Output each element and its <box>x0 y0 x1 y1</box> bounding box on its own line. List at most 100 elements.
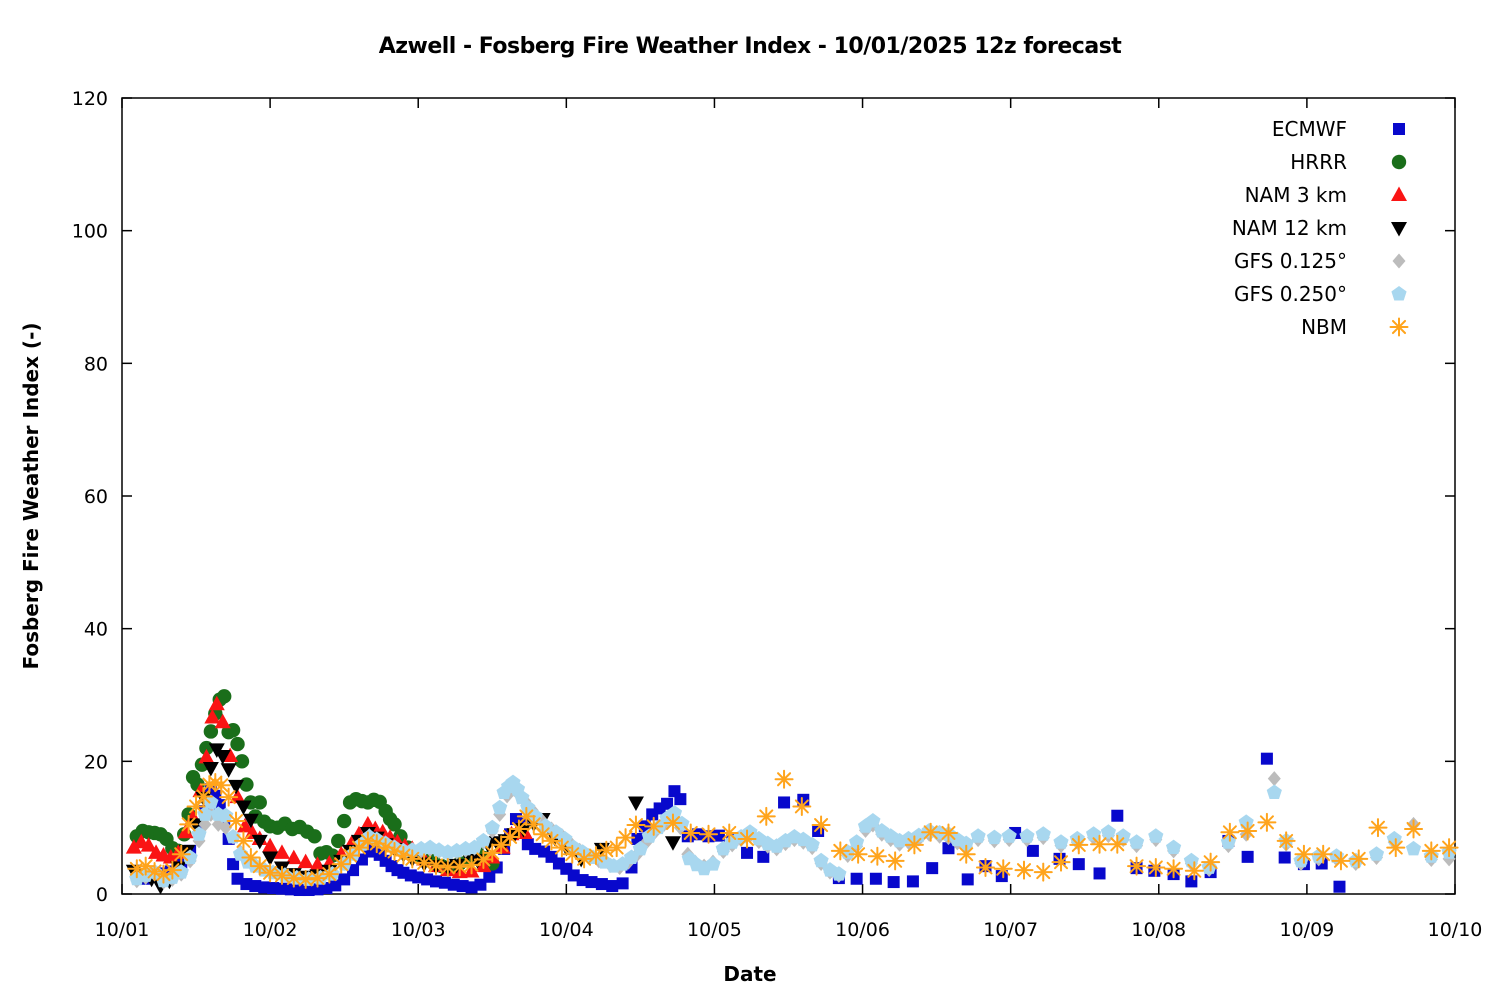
data-point-nbm <box>681 823 701 843</box>
data-point-nbm <box>663 813 683 833</box>
data-point-nbm <box>1238 821 1258 841</box>
x-tick-label: 10/05 <box>687 919 742 941</box>
data-point-hrrr <box>216 689 232 704</box>
data-point-nbm <box>1349 849 1369 869</box>
data-point-gfs-0-250 <box>197 806 213 821</box>
data-point-nbm <box>1439 838 1459 858</box>
legend-marker-nam-12-km-icon <box>1391 222 1407 237</box>
data-point-nbm <box>811 815 831 835</box>
data-point-gfs-0-250 <box>1129 834 1145 849</box>
legend-marker-nam-3-km-icon <box>1391 186 1407 201</box>
data-point-nam-3-km <box>285 849 302 865</box>
data-point-nbm <box>171 844 191 864</box>
data-point-gfs-0-250 <box>484 819 500 835</box>
x-tick-label: 10/02 <box>243 919 298 941</box>
data-point-ecmwf <box>1093 867 1106 880</box>
data-point-nbm <box>921 822 941 842</box>
data-point-gfs-0-250 <box>1266 784 1282 799</box>
data-point-gfs-0-250 <box>986 829 1002 845</box>
data-point-nbm <box>509 819 529 839</box>
data-point-nam-3-km <box>140 837 157 852</box>
data-point-nam-3-km <box>198 748 215 764</box>
data-point-nbm <box>331 854 351 874</box>
data-point-gfs-0-250 <box>849 834 865 849</box>
data-point-nbm <box>349 838 369 858</box>
data-point-ecmwf <box>926 862 939 875</box>
data-point-nbm <box>1090 834 1110 854</box>
data-point-hrrr <box>230 736 245 752</box>
x-tick-label: 10/10 <box>1428 919 1483 941</box>
data-point-gfs-0-250 <box>225 829 241 844</box>
y-tick-label: 80 <box>84 353 108 375</box>
data-point-ecmwf <box>661 797 674 810</box>
data-point-nbm <box>1014 860 1034 880</box>
data-point-nbm <box>473 850 493 870</box>
data-point-gfs-0-250 <box>1019 828 1035 843</box>
data-point-nbm <box>1184 861 1204 881</box>
data-point-nbm <box>904 835 924 855</box>
data-point-nbm <box>542 831 562 851</box>
data-point-nbm <box>1368 818 1388 838</box>
data-point-nbm <box>284 868 304 888</box>
data-point-nbm <box>774 769 794 789</box>
data-point-ecmwf <box>850 872 863 885</box>
data-point-ecmwf <box>674 793 687 806</box>
data-point-ecmwf <box>1185 875 1198 888</box>
data-point-nbm <box>1051 852 1071 872</box>
data-point-ecmwf <box>1111 809 1124 822</box>
legend-item-gfs-0-125: GFS 0.125° <box>1234 249 1406 273</box>
data-point-nbm <box>308 868 328 888</box>
data-point-nbm <box>450 857 470 877</box>
data-point-ecmwf <box>961 873 974 886</box>
legend-marker-gfs-0-125-icon <box>1392 253 1406 269</box>
legend-marker-hrrr-icon <box>1391 154 1407 170</box>
data-point-ecmwf <box>1278 851 1291 864</box>
data-point-ecmwf <box>906 875 919 888</box>
data-point-gfs-0-250 <box>514 789 530 805</box>
data-point-nam-3-km <box>208 695 225 711</box>
data-point-nbm <box>241 848 261 868</box>
x-axis-label: Date <box>723 962 777 986</box>
data-point-nbm <box>1421 841 1441 861</box>
data-point-hrrr <box>331 833 346 849</box>
data-point-nbm <box>1331 851 1351 871</box>
data-point-nam-12-km <box>235 800 252 815</box>
y-tick-label: 60 <box>84 486 108 508</box>
data-point-nam-12-km <box>202 761 219 777</box>
data-point-gfs-0-250 <box>1001 828 1017 843</box>
chart-title: Azwell - Fosberg Fire Weather Index - 10… <box>378 34 1122 59</box>
legend: ECMWF HRRR NAM 3 km NAM 12 km GFS 0.125° GFS … <box>1232 117 1409 339</box>
data-point-hrrr <box>336 813 352 829</box>
data-point-nbm <box>867 846 887 866</box>
x-tick-label: 10/01 <box>95 919 150 941</box>
legend-item-hrrr: HRRR <box>1290 150 1407 174</box>
legend-label: ECMWF <box>1272 117 1347 141</box>
legend-item-nbm: NBM <box>1301 315 1409 339</box>
legend-marker-ecmwf-icon <box>1393 123 1405 135</box>
data-point-nbm <box>1069 835 1089 855</box>
data-point-ecmwf <box>249 880 262 893</box>
data-point-gfs-0-250 <box>1035 826 1051 841</box>
data-point-nbm <box>1257 812 1277 832</box>
data-point-nam-3-km <box>214 713 231 729</box>
y-axis: 0 20 40 60 80 100 120 <box>72 88 1455 906</box>
data-point-nbm <box>626 815 646 835</box>
data-point-gfs-0-250 <box>958 835 974 851</box>
x-tick-label: 10/07 <box>983 919 1038 941</box>
data-point-nbm <box>993 859 1013 879</box>
data-point-nbm <box>719 823 739 843</box>
data-point-nbm <box>385 842 405 862</box>
data-point-nbm <box>885 851 905 871</box>
data-point-nam-3-km <box>273 844 290 859</box>
data-point-gfs-0-250 <box>804 836 820 852</box>
data-point-nbm <box>792 796 812 816</box>
legend-marker-gfs-0-250-icon <box>1391 286 1407 301</box>
data-point-ecmwf <box>606 880 619 893</box>
data-point-ecmwf <box>1072 858 1085 871</box>
data-point-nam-3-km <box>229 788 246 804</box>
data-point-gfs-0-250 <box>970 828 986 843</box>
data-point-gfs-0-250 <box>475 832 491 848</box>
data-point-ecmwf <box>616 877 629 890</box>
legend-label: NAM 12 km <box>1232 216 1347 240</box>
